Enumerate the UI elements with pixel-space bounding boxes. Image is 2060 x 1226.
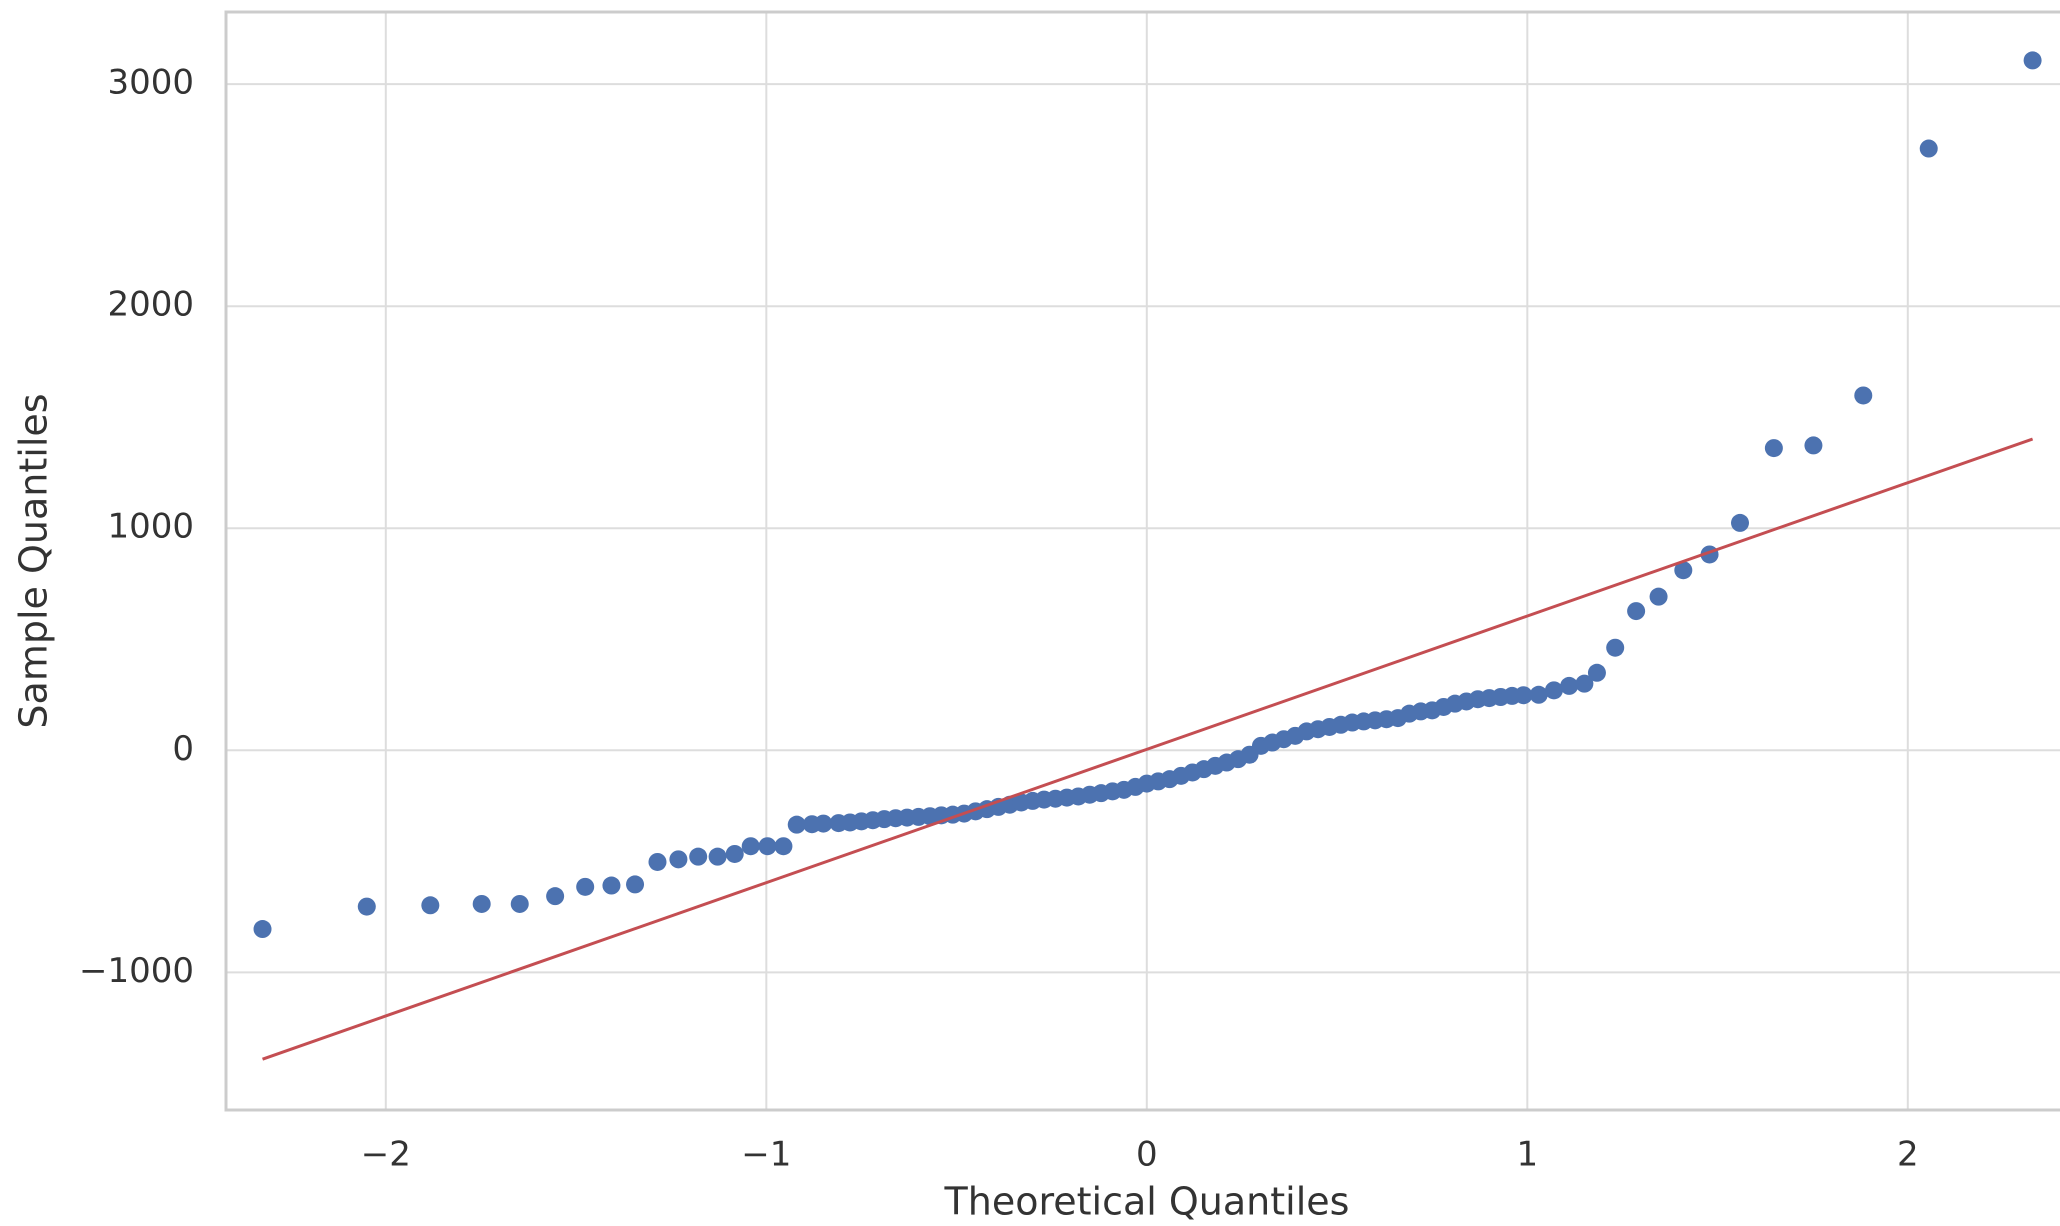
point — [1627, 602, 1646, 621]
point — [602, 876, 621, 895]
point — [1587, 663, 1606, 682]
x-tick-label: 2 — [1897, 1135, 1919, 1175]
point — [357, 897, 376, 916]
point — [1575, 674, 1594, 693]
point — [1764, 439, 1783, 458]
point — [546, 887, 565, 906]
x-axis-label: Theoretical Quantiles — [944, 1180, 1350, 1224]
point — [1919, 139, 1938, 158]
point — [1606, 638, 1625, 657]
point — [510, 894, 529, 913]
point — [1514, 686, 1533, 705]
point — [1529, 685, 1548, 704]
y-tick-label: 1000 — [107, 507, 194, 547]
x-tick-label: −1 — [741, 1135, 791, 1175]
point — [774, 837, 793, 856]
plot-frame — [224, 10, 2060, 1112]
point — [1731, 513, 1750, 532]
point — [1674, 561, 1693, 580]
point — [1804, 436, 1823, 455]
point — [1544, 681, 1563, 700]
point — [741, 837, 760, 856]
point — [1560, 676, 1579, 695]
point — [1854, 386, 1873, 405]
point — [2023, 51, 2042, 70]
reference-line — [262, 437, 2034, 1061]
point — [814, 814, 833, 833]
y-tick-label: −1000 — [79, 951, 194, 991]
y-tick-label: 3000 — [107, 63, 194, 103]
point — [787, 815, 806, 834]
y-tick-label: 0 — [172, 729, 194, 769]
x-tick-label: 0 — [1136, 1135, 1158, 1175]
y-tick-label: 2000 — [107, 285, 194, 325]
point — [689, 847, 708, 866]
y-axis-label: Sample Quantiles — [12, 393, 56, 728]
point — [253, 920, 272, 939]
point — [648, 852, 667, 871]
point — [472, 894, 491, 913]
point — [758, 837, 777, 856]
point — [421, 896, 440, 915]
point — [725, 844, 744, 863]
point — [708, 847, 727, 866]
point — [669, 850, 688, 869]
point — [576, 877, 595, 896]
point — [1649, 587, 1668, 606]
x-tick-label: 1 — [1516, 1135, 1538, 1175]
point — [626, 875, 645, 894]
x-tick-label: −2 — [361, 1135, 411, 1175]
